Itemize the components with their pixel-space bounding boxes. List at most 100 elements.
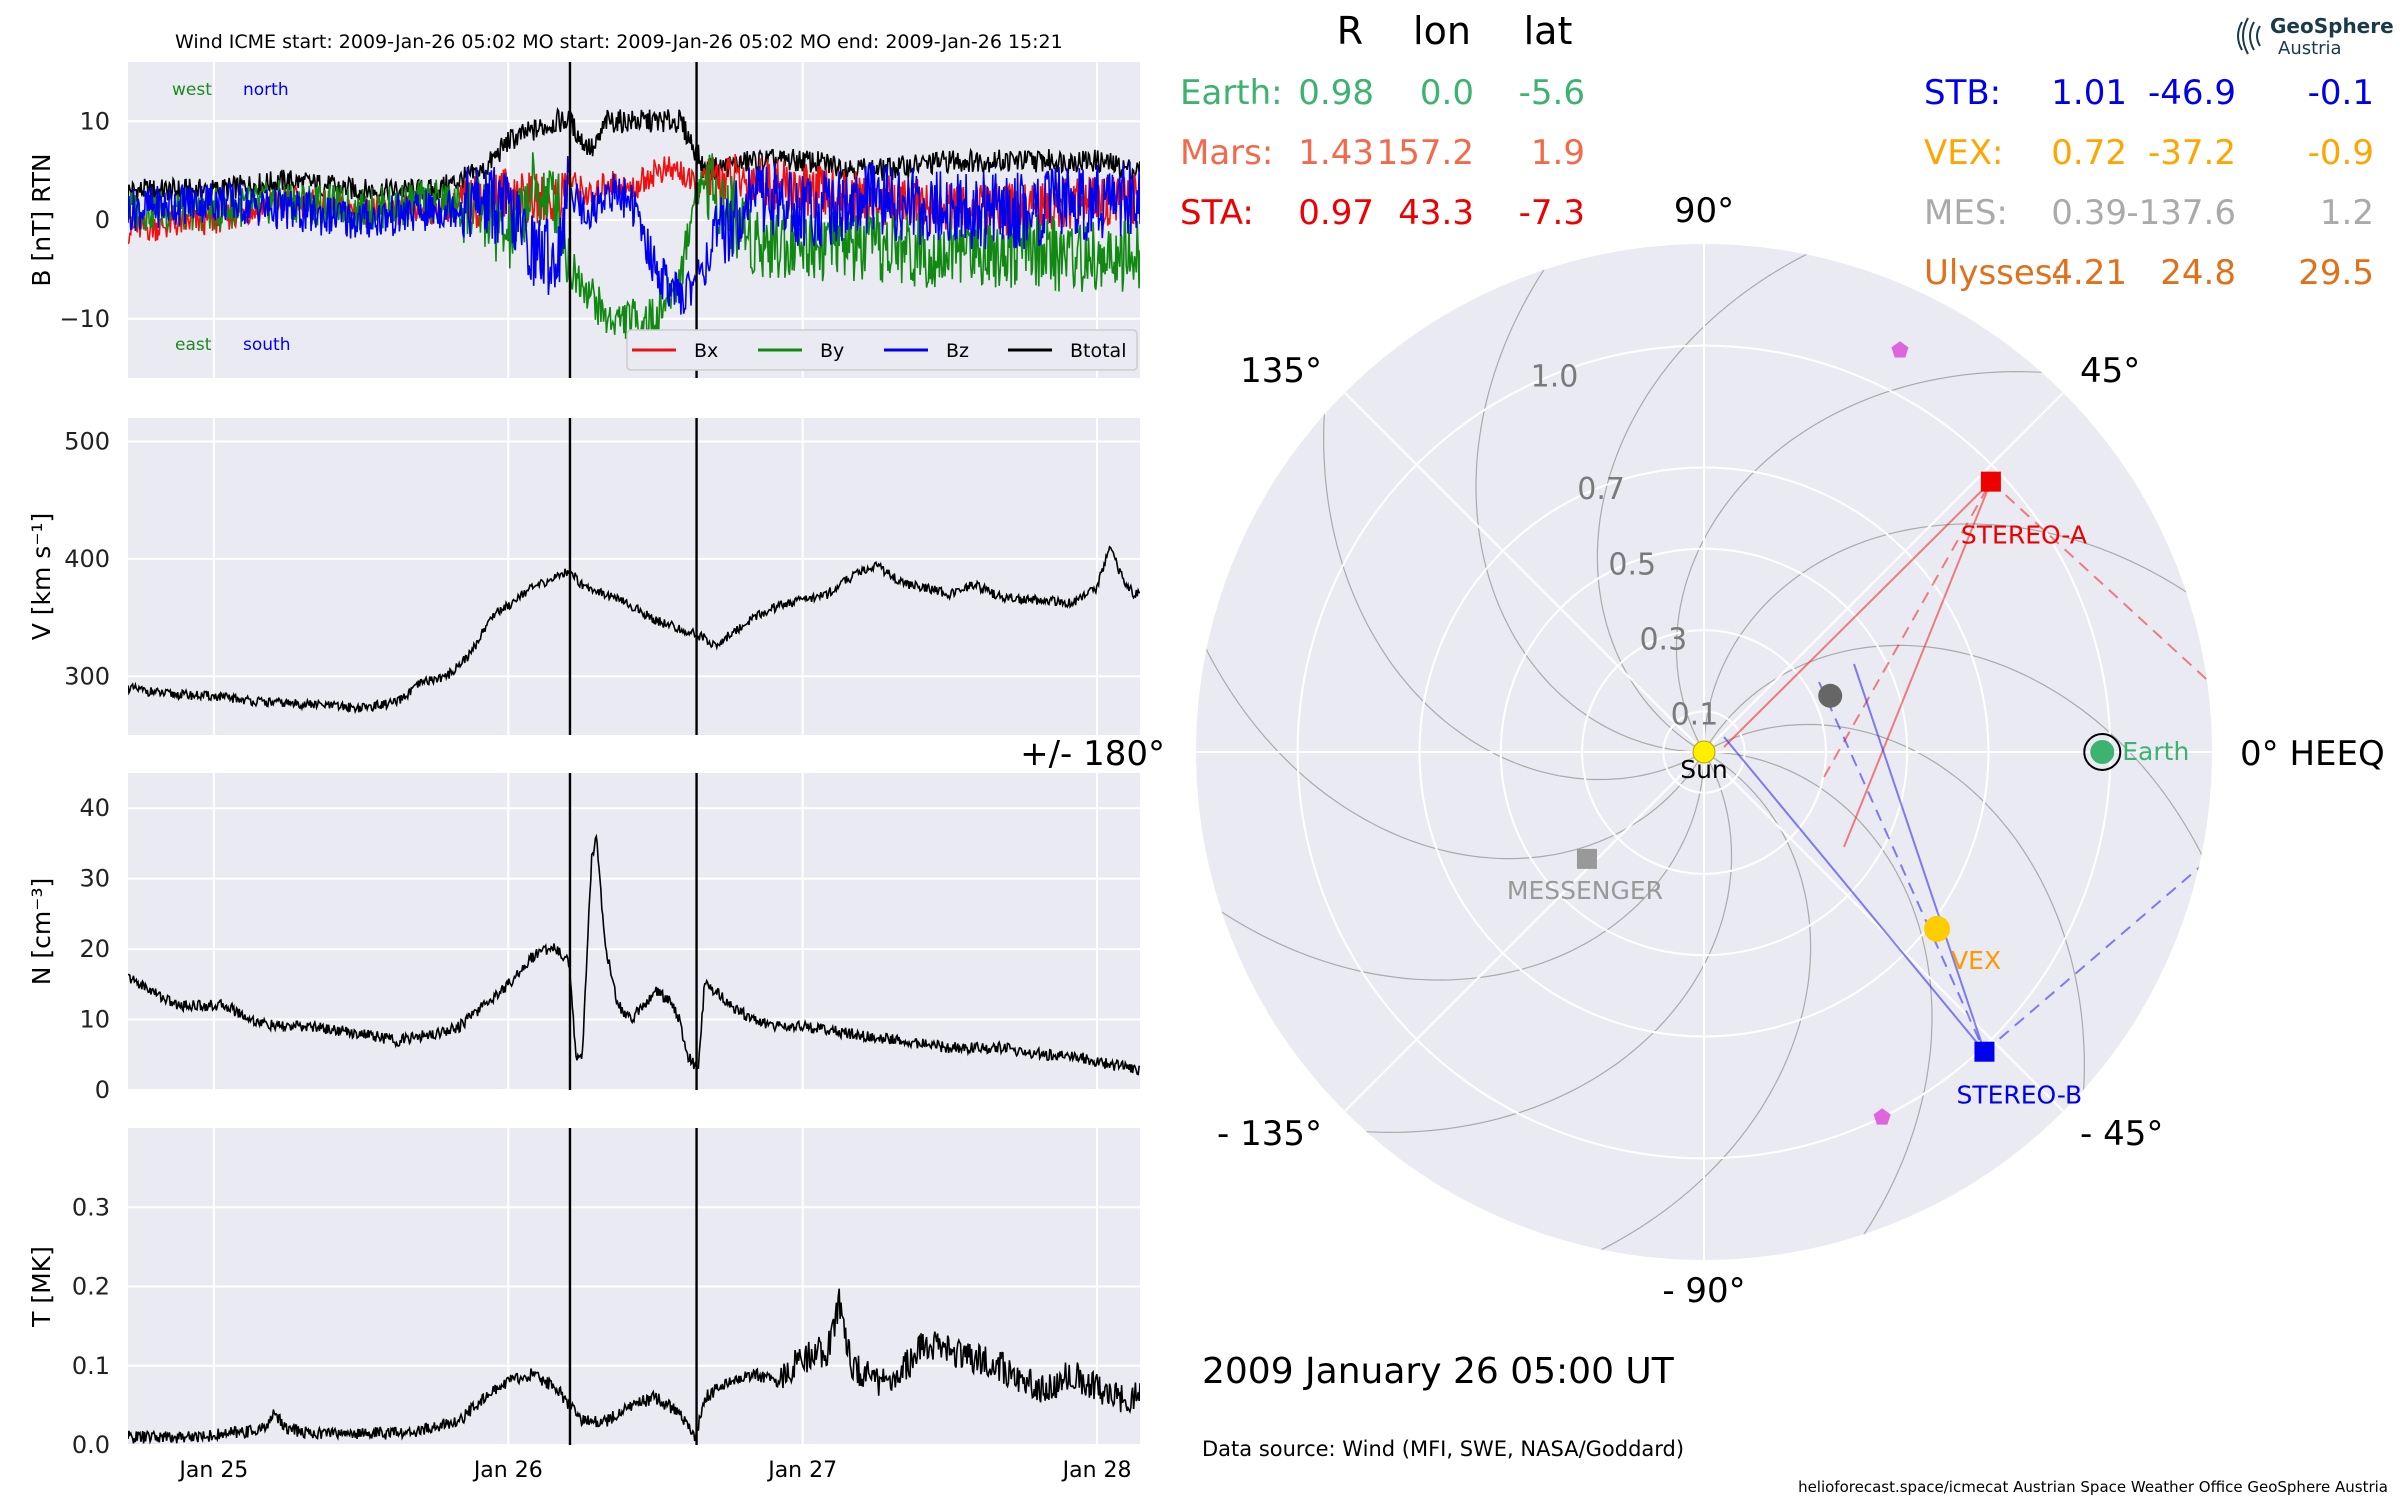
pointing-line <box>1853 663 1986 1053</box>
parker-spirals <box>1196 244 2212 1260</box>
table-row-label: VEX: <box>1924 133 2004 173</box>
north-label: north <box>243 80 289 100</box>
radial-tick-label: 0.3 <box>1639 622 1687 657</box>
table-cell-r: 4.21 <box>2051 253 2127 293</box>
table-cell-lat: 1.2 <box>2320 193 2374 233</box>
spacecraft-lines <box>1723 480 2212 1053</box>
spiral-line <box>1563 751 1812 1260</box>
y-tick-label: 0.3 <box>72 1193 110 1221</box>
b-field-labels: west north east south <box>172 80 290 355</box>
table-cell-r: 0.39 <box>2051 193 2127 233</box>
spiral-line <box>1196 751 1705 981</box>
date-label: 2009 January 26 05:00 UT <box>1202 1351 1675 1392</box>
object-label: Earth <box>2122 737 2189 766</box>
table-cell-lon: -37.2 <box>2148 133 2236 173</box>
geosphere-logo-icon <box>2237 17 2261 55</box>
object-label: STEREO-B <box>1956 1081 2082 1110</box>
object-marker <box>1980 471 2001 492</box>
table-cell-lon: -46.9 <box>2148 73 2236 113</box>
spiral-line <box>1703 751 1933 1260</box>
table-row-label: STA: <box>1180 193 1254 233</box>
y-axis-label: N [cm⁻³] <box>27 878 56 985</box>
angle-label: - 135° <box>1217 1114 1322 1154</box>
table-cell-r: 0.98 <box>1298 73 1374 113</box>
legend-label: By <box>820 340 844 362</box>
spiral-line <box>1325 751 1733 1134</box>
object-sun: Sun <box>1680 740 1728 784</box>
legend-label: Btotal <box>1070 340 1126 362</box>
table-cell-r: 0.72 <box>2051 133 2127 173</box>
angle-label: 0° HEEQ <box>2240 734 2385 774</box>
time-series-panels: −10 0 10 B [nT] RTN 300 400 500 V [km s⁻¹] 0 10 20… <box>27 62 1140 1483</box>
table-header: R <box>1337 9 1363 53</box>
series-line-bz <box>128 156 1140 315</box>
table-cell-r: 1.43 <box>1298 133 1374 173</box>
table-row-label: STB: <box>1924 73 2001 113</box>
spiral-line <box>1196 611 1705 860</box>
y-axis-label: B [nT] RTN <box>27 153 56 286</box>
object-earth: Earth <box>2083 733 2189 771</box>
angle-label: - 90° <box>1662 1271 1745 1311</box>
y-tick-label: 400 <box>64 545 110 573</box>
panel-v_panel: 300 400 500 V [km s⁻¹] <box>27 418 1140 735</box>
angular-grid-line <box>1344 392 1705 753</box>
table-cell-r: 1.01 <box>2051 73 2127 113</box>
spiral-line <box>1703 723 2086 1131</box>
x-tick-label: Jan 27 <box>766 1458 837 1483</box>
object-marker <box>1576 848 1597 869</box>
spiral-line <box>1475 244 1705 753</box>
angle-label: - 45° <box>2080 1114 2163 1154</box>
pointing-line <box>1723 480 1992 748</box>
angle-label: 135° <box>1240 351 1322 391</box>
series-line-btotal <box>128 107 1140 203</box>
legend-label: Bx <box>694 340 718 362</box>
angular-grid-line <box>1344 751 1705 1112</box>
table-cell-r: 0.97 <box>1298 193 1374 233</box>
table-cell-lon: 24.8 <box>2160 253 2236 293</box>
west-label: west <box>172 80 212 100</box>
radial-tick-label: 0.1 <box>1671 697 1719 732</box>
pointing-line <box>1843 481 1992 848</box>
object-vex: VEX <box>1924 915 2001 975</box>
y-tick-label: 500 <box>64 427 110 455</box>
spiral-line <box>1322 373 1705 781</box>
y-tick-label: 40 <box>79 794 110 822</box>
y-axis-label: T [MK] <box>27 1246 56 1328</box>
y-tick-label: 0.2 <box>72 1273 110 1301</box>
series-line-by <box>128 152 1140 339</box>
y-tick-label: 10 <box>79 1006 110 1034</box>
pointing-line <box>1818 681 1986 1053</box>
y-tick-label: 0.0 <box>72 1431 110 1459</box>
object-label: VEX <box>1951 946 2001 975</box>
angular-grid-line <box>1703 751 2064 1112</box>
object-marker <box>1692 740 1716 764</box>
logo-line2: Austria <box>2278 38 2342 59</box>
table-cell-lat: -0.1 <box>2308 73 2374 113</box>
legend-label: Bz <box>946 340 969 362</box>
object-marker <box>1974 1041 1995 1062</box>
panel-t_panel: 0.0 0.1 0.2 0.3 T [MK] <box>27 1128 1140 1459</box>
object-stereo-a: STEREO-A <box>1961 471 2087 550</box>
y-tick-label: −10 <box>59 305 110 333</box>
table-cell-lon: -137.6 <box>2126 193 2236 233</box>
table-cell-lon: 157.2 <box>1377 133 1474 173</box>
angle-label: 90° <box>1674 191 1734 231</box>
logo-line1: GeoSphere <box>2270 14 2394 38</box>
y-tick-label: 30 <box>79 865 110 893</box>
object-label: Sun <box>1680 755 1728 784</box>
object-psp-2 <box>1873 1108 1891 1125</box>
table-cell-lat: 29.5 <box>2298 253 2374 293</box>
object-stereo-b: STEREO-B <box>1956 1041 2082 1110</box>
angle-label: +/- 180° <box>1020 734 1165 774</box>
y-tick-label: 0 <box>95 206 110 234</box>
footer-credits: helioforecast.space/icmecat Austrian Spa… <box>1798 1478 2388 1496</box>
radial-tick-label: 0.7 <box>1577 472 1625 507</box>
object-marker <box>1891 341 1909 358</box>
table-row-label: Ulysses: <box>1924 253 2064 293</box>
object-marker <box>2090 740 2115 764</box>
spiral-line <box>1596 244 1845 753</box>
y-tick-label: 300 <box>64 662 110 690</box>
x-tick-label: Jan 25 <box>177 1458 248 1483</box>
panel-n_panel: 0 10 20 30 40 N [cm⁻³] <box>27 773 1140 1104</box>
